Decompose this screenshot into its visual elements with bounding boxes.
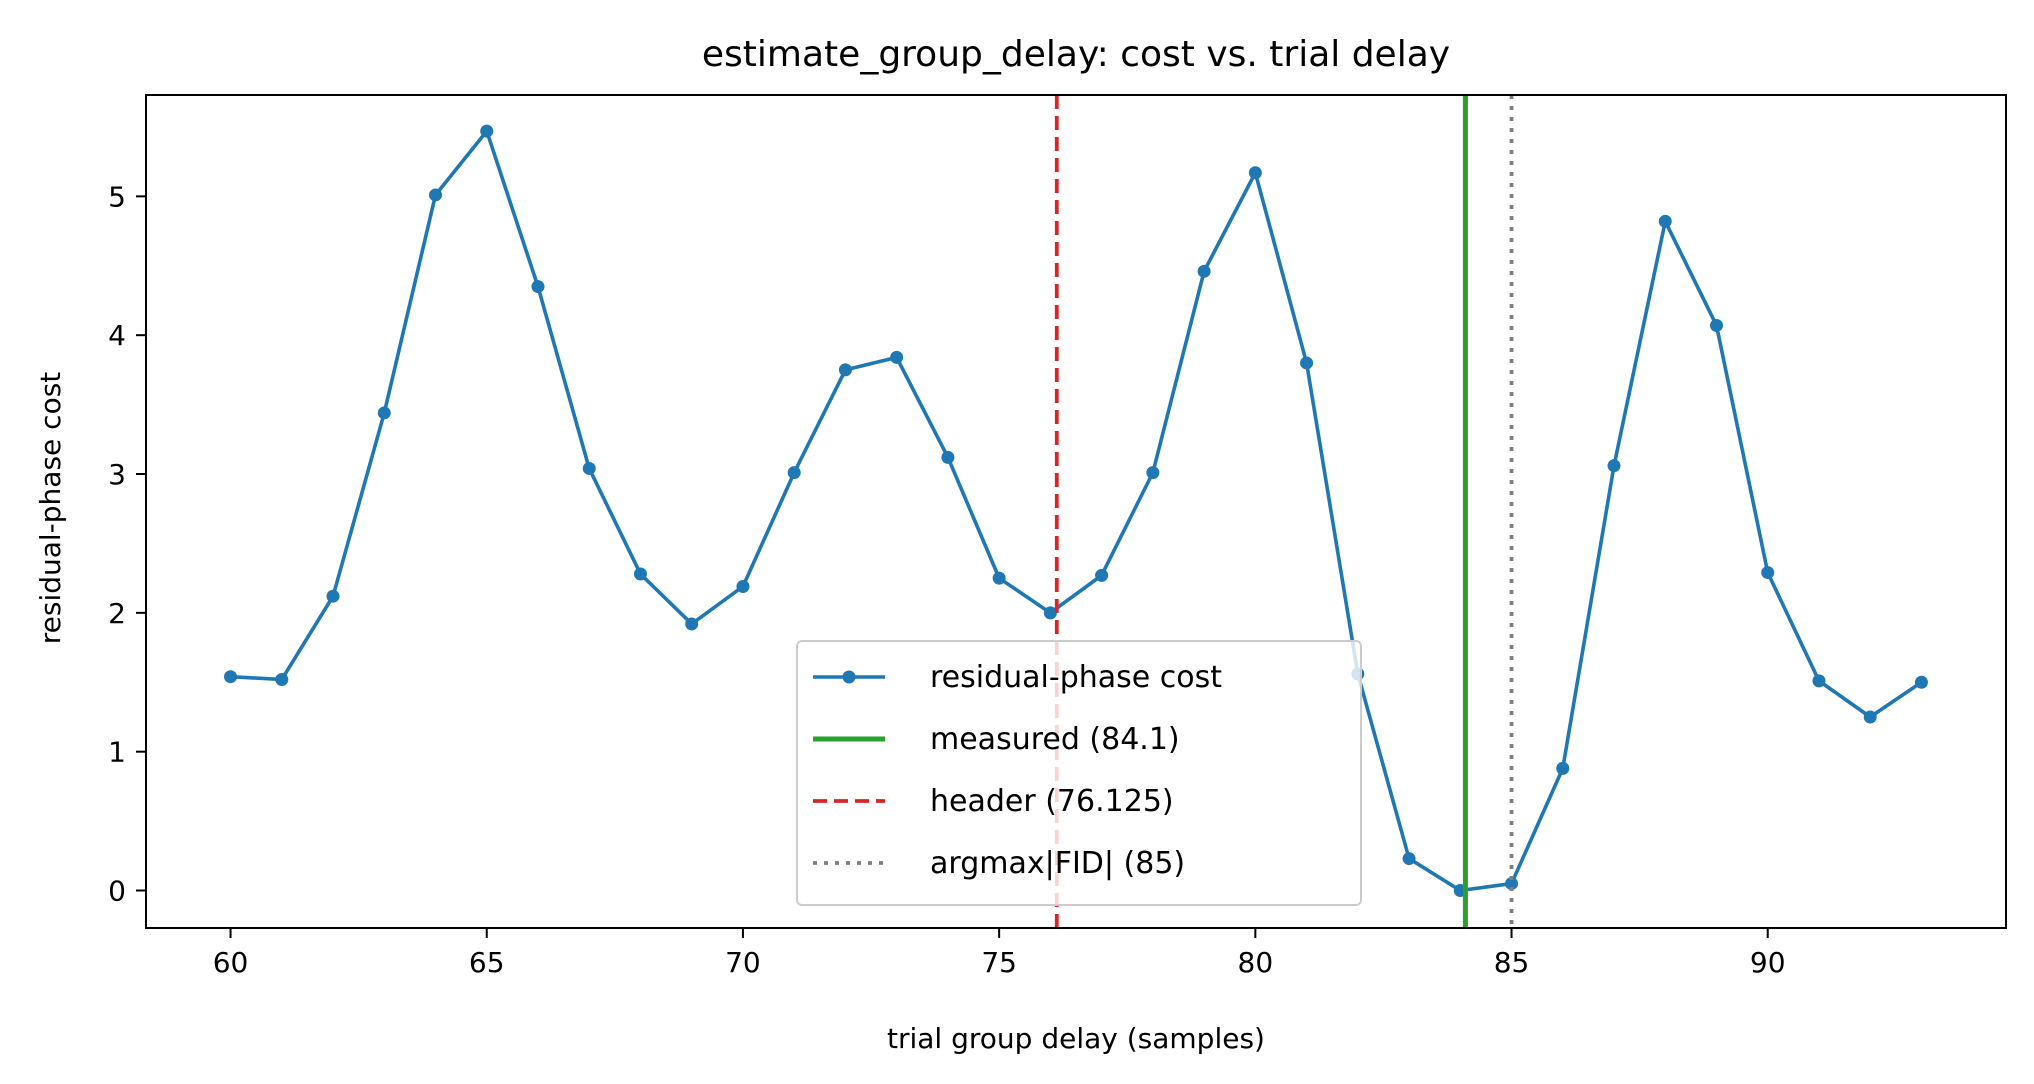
- data-point: [326, 589, 340, 603]
- data-point: [1863, 710, 1877, 724]
- legend: residual-phase cost measured (84.1) header…: [796, 640, 1362, 906]
- data-point: [1095, 568, 1109, 582]
- x-tick-label: 70: [725, 946, 761, 979]
- data-point: [1505, 877, 1519, 891]
- chart-title: estimate_group_delay: cost vs. trial del…: [702, 34, 1450, 75]
- data-point: [1761, 566, 1775, 580]
- data-point: [633, 567, 647, 581]
- data-point: [1556, 761, 1570, 775]
- legend-marker: [842, 670, 856, 684]
- legend-label: residual-phase cost: [930, 660, 1222, 695]
- y-tick-label: 4: [108, 319, 126, 352]
- data-point: [1300, 356, 1314, 370]
- data-point: [787, 466, 801, 480]
- data-point: [685, 617, 699, 631]
- y-tick-label: 3: [108, 458, 126, 491]
- data-point: [224, 670, 238, 684]
- y-tick-label: 0: [108, 875, 126, 908]
- data-point: [275, 672, 289, 686]
- data-point: [531, 280, 545, 294]
- y-tick-label: 5: [108, 180, 126, 213]
- data-point: [838, 363, 852, 377]
- x-tick-label: 60: [213, 946, 249, 979]
- legend-box: [796, 640, 1362, 906]
- data-point: [1607, 459, 1621, 473]
- data-point: [1402, 852, 1416, 866]
- x-tick-label: 85: [1494, 946, 1530, 979]
- data-point: [429, 188, 443, 202]
- x-tick-label: 65: [469, 946, 505, 979]
- data-point: [1146, 466, 1160, 480]
- data-point: [941, 450, 955, 464]
- data-point: [582, 461, 596, 475]
- plot-frame: [145, 94, 2007, 929]
- data-point: [1197, 264, 1211, 278]
- plot-area: 60 65 70 75 80 85 90 0 1 2 3 4 5: [108, 94, 2007, 979]
- y-tick-label: 2: [108, 597, 126, 630]
- data-point: [1248, 166, 1262, 180]
- data-point: [480, 124, 494, 138]
- legend-label: argmax|FID| (85): [930, 846, 1185, 881]
- y-tick-label: 1: [108, 736, 126, 769]
- x-axis-label: trial group delay (samples): [887, 1022, 1265, 1055]
- data-point: [1914, 675, 1928, 689]
- data-point: [1812, 674, 1826, 688]
- x-tick-label: 75: [981, 946, 1017, 979]
- data-point: [890, 350, 904, 364]
- data-point: [736, 579, 750, 593]
- data-point: [992, 571, 1006, 585]
- series-line: [230, 129, 1923, 893]
- data-point: [1658, 214, 1672, 228]
- x-tick-label: 90: [1750, 946, 1786, 979]
- data-point: [1043, 606, 1057, 620]
- data-point: [377, 406, 391, 420]
- legend-label: header (76.125): [930, 784, 1174, 819]
- data-point: [1709, 318, 1723, 332]
- y-axis-label: residual-phase cost: [34, 372, 67, 645]
- legend-label: measured (84.1): [930, 722, 1180, 757]
- x-tick-label: 80: [1238, 946, 1274, 979]
